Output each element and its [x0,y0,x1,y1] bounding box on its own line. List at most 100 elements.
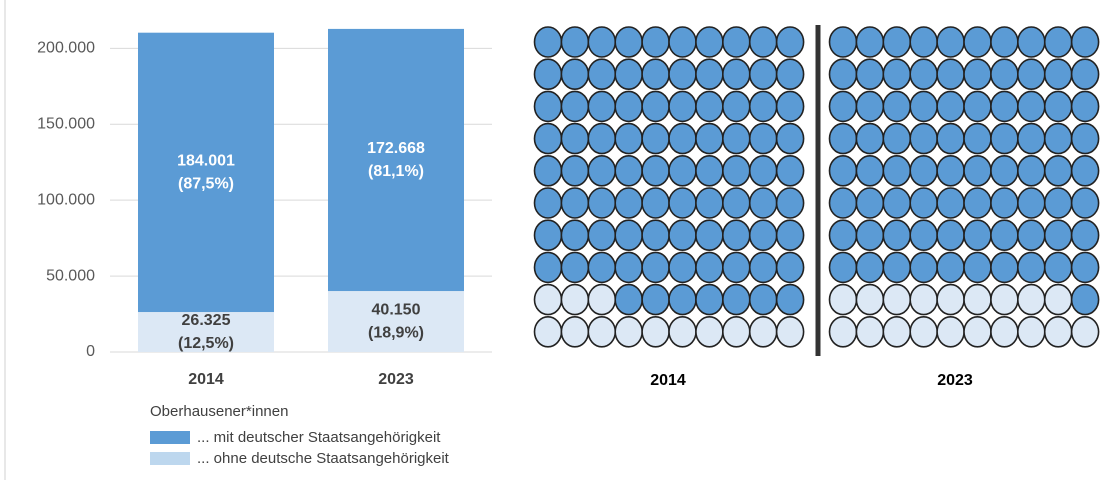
waffle-cell [668,155,697,187]
waffle-cell [1043,219,1073,251]
waffle-cell [614,155,644,187]
waffle-cell [855,219,885,251]
waffle-cell [560,122,590,155]
waffle-cell [963,58,992,90]
waffle-cell [641,315,670,348]
waffle-cell [828,283,858,316]
waffle-cell [936,90,965,123]
waffle-cell [1043,315,1073,348]
waffle-cell [1043,283,1073,316]
waffle-cell [828,187,858,219]
waffle-cell [909,219,939,251]
waffle-cell [721,251,751,284]
waffle-cell [587,283,617,316]
waffle-cell [533,187,563,219]
waffle-cell [1043,155,1073,187]
bar-segment [138,32,274,313]
waffle-cell [641,90,670,123]
waffle-cell [560,219,590,251]
waffle-cell [1070,219,1100,251]
waffle-cell [1017,187,1046,219]
waffle-cell [855,315,885,348]
bar-segment [328,28,464,292]
waffle-cell [1017,122,1046,155]
waffle-cell [587,155,617,187]
bar-segment [138,312,274,352]
waffle-cell [668,315,697,348]
waffle-cell [1070,187,1100,219]
waffle-cell [828,26,858,58]
waffle-cell [855,122,885,155]
waffle-cell [748,58,778,90]
waffle-cell [775,155,805,187]
share-label: (18,9%) [368,325,424,342]
waffle-cell [641,219,670,251]
waffle-cell [695,219,724,251]
waffle-cell [695,187,724,219]
waffle-cell [1017,251,1046,284]
share-label: (12,5%) [178,335,234,352]
waffle-cell [533,155,563,187]
legend-swatch [150,431,190,444]
waffle-cell [963,26,992,58]
x-tick-label: 2014 [188,371,224,388]
waffle-cell [828,315,858,348]
waffle-cell [990,283,1019,316]
waffle-cell [909,187,939,219]
waffle-cell [748,90,778,123]
waffle-cell [587,187,617,219]
waffle-cell [560,90,590,123]
waffle-cell [775,283,805,316]
waffle-cell [1070,315,1100,348]
waffle-cell [695,58,724,90]
waffle-cell [1043,26,1073,58]
waffle-cell [560,155,590,187]
waffle-cell [668,219,697,251]
waffle-cell [1017,315,1046,348]
waffle-cell [1017,283,1046,316]
waffle-cell [882,315,912,348]
x-tick-label: 2023 [937,372,973,389]
waffle-cell [614,283,644,316]
waffle-cell [1070,155,1100,187]
waffle-cell [721,26,751,58]
waffle-cell [855,58,885,90]
waffle-cell [614,26,644,58]
waffle-cell [533,283,563,316]
waffle-cell [909,315,939,348]
waffle-cell [533,122,563,155]
waffle-cell [533,219,563,251]
waffle-cell [748,251,778,284]
waffle-cell [855,155,885,187]
waffle-cell [936,315,965,348]
waffle-cell [828,251,858,284]
waffle-cell [990,315,1019,348]
waffle-cell [668,251,697,284]
waffle-cell [721,187,751,219]
waffle-cell [533,90,563,123]
waffle-cell [614,315,644,348]
value-label: 184.001 [177,153,235,170]
waffle-cell [748,122,778,155]
waffle-cell [641,187,670,219]
waffle-cell [587,315,617,348]
waffle-cell [533,315,563,348]
waffle-cell [560,283,590,316]
waffle-cell [855,26,885,58]
y-tick-label: 200.000 [37,40,95,57]
waffle-cell [641,155,670,187]
legend-swatch [150,452,190,465]
waffle-cell [1070,122,1100,155]
waffle-cell [990,187,1019,219]
waffle-cell [587,58,617,90]
share-label: (81,1%) [368,163,424,180]
waffle-cell [560,26,590,58]
waffle-cell [775,315,805,348]
waffle-cell [855,251,885,284]
waffle-cell [560,58,590,90]
waffle-cell [775,219,805,251]
value-label: 172.668 [367,140,425,157]
waffle-cell [668,187,697,219]
x-tick-label: 2014 [650,372,686,389]
